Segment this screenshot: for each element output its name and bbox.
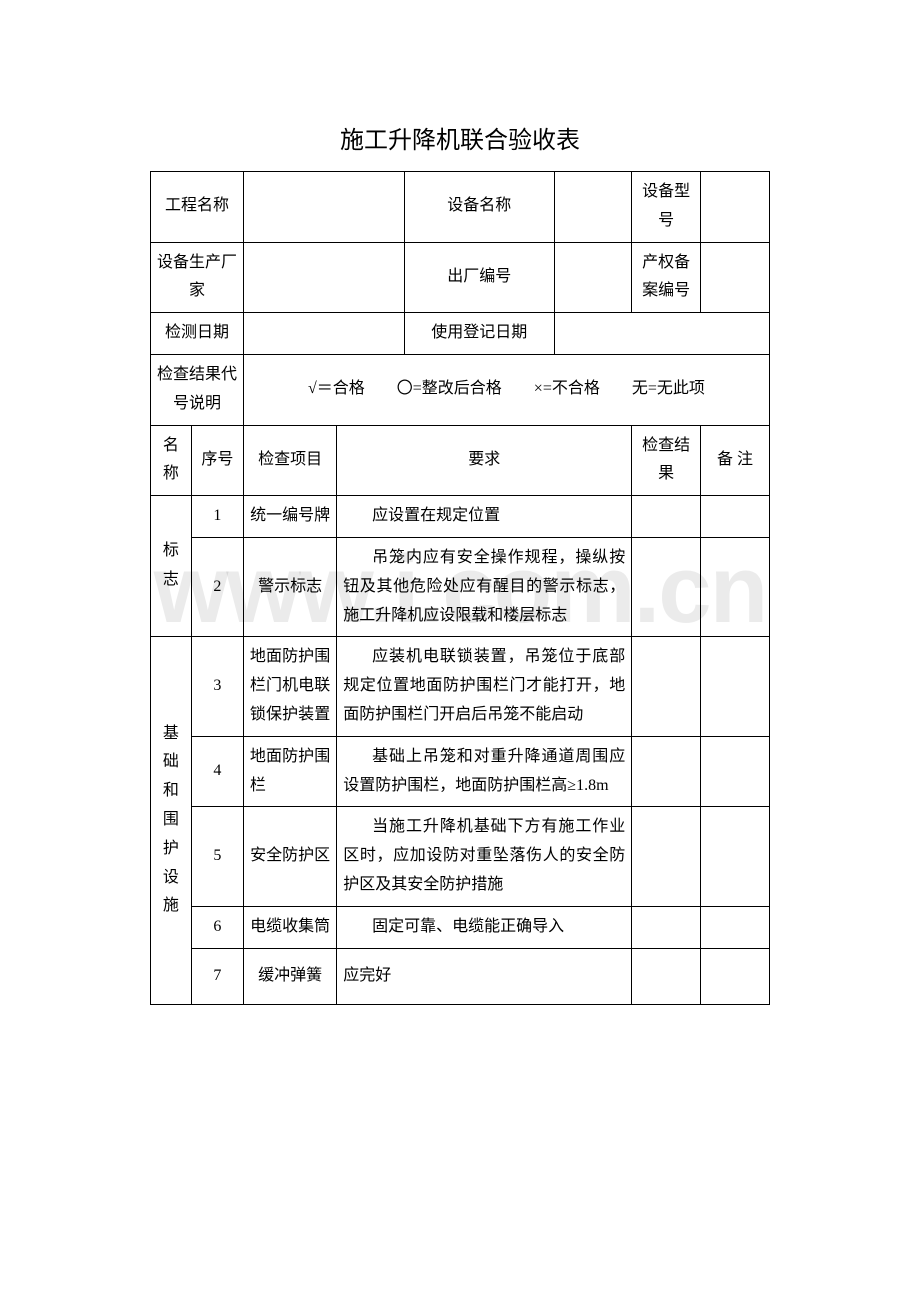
table-row: 7 缓冲弹簧 应完好 [151, 948, 770, 1004]
table-header-row: 名称 序号 检查项目 要求 检查结果 备 注 [151, 425, 770, 496]
value-record-no [701, 242, 770, 313]
value-project-name [243, 172, 404, 243]
page-title: 施工升降机联合验收表 [150, 120, 770, 155]
label-legend: 检查结果代号说明 [151, 354, 244, 425]
remark-cell [701, 807, 770, 906]
table-row: 4 地面防护围栏 基础上吊笼和对重升降通道周围应设置防护围栏，地面防护围栏高≥1… [151, 736, 770, 807]
item-cell: 统一编号牌 [243, 496, 336, 538]
result-cell [632, 948, 701, 1004]
legend-text: √＝合格 〇=整改后合格 ×=不合格 无=无此项 [243, 354, 769, 425]
seq-cell: 3 [191, 637, 243, 736]
label-equip-name: 设备名称 [404, 172, 554, 243]
value-test-date [243, 313, 404, 355]
result-cell [632, 906, 701, 948]
req-cell: 基础上吊笼和对重升降通道周围应设置防护围栏，地面防护围栏高≥1.8m [337, 736, 632, 807]
label-record-no: 产权备案编号 [632, 242, 701, 313]
table-row: 检测日期 使用登记日期 [151, 313, 770, 355]
seq-cell: 7 [191, 948, 243, 1004]
seq-cell: 6 [191, 906, 243, 948]
item-cell: 地面防护围栏门机电联锁保护装置 [243, 637, 336, 736]
value-equip-model [701, 172, 770, 243]
result-cell [632, 537, 701, 636]
req-cell: 应设置在规定位置 [337, 496, 632, 538]
req-cell: 应完好 [337, 948, 632, 1004]
table-row: 检查结果代号说明 √＝合格 〇=整改后合格 ×=不合格 无=无此项 [151, 354, 770, 425]
item-cell: 电缆收集筒 [243, 906, 336, 948]
table-row: 基础和围护设施 3 地面防护围栏门机电联锁保护装置 应装机电联锁装置，吊笼位于底… [151, 637, 770, 736]
req-cell: 固定可靠、电缆能正确导入 [337, 906, 632, 948]
table-row: 工程名称 设备名称 设备型号 [151, 172, 770, 243]
req-cell: 应装机电联锁装置，吊笼位于底部规定位置地面防护围栏门才能打开，地面防护围栏门开启… [337, 637, 632, 736]
col-item: 检查项目 [243, 425, 336, 496]
table-row: 6 电缆收集筒 固定可靠、电缆能正确导入 [151, 906, 770, 948]
seq-cell: 2 [191, 537, 243, 636]
remark-cell [701, 637, 770, 736]
col-remark: 备 注 [701, 425, 770, 496]
result-cell [632, 807, 701, 906]
table-row: 标志 1 统一编号牌 应设置在规定位置 [151, 496, 770, 538]
result-cell [632, 637, 701, 736]
inspection-table: 工程名称 设备名称 设备型号 设备生产厂家 出厂编号 产权备案编号 检测日期 使… [150, 171, 770, 1005]
seq-cell: 4 [191, 736, 243, 807]
value-reg-date [554, 313, 769, 355]
remark-cell [701, 948, 770, 1004]
table-row: 5 安全防护区 当施工升降机基础下方有施工作业区时，应加设防对重坠落伤人的安全防… [151, 807, 770, 906]
label-manufacturer: 设备生产厂家 [151, 242, 244, 313]
value-manufacturer [243, 242, 404, 313]
value-factory-no [554, 242, 632, 313]
result-cell [632, 736, 701, 807]
col-name: 名称 [151, 425, 192, 496]
remark-cell [701, 736, 770, 807]
remark-cell [701, 496, 770, 538]
item-cell: 缓冲弹簧 [243, 948, 336, 1004]
label-equip-model: 设备型号 [632, 172, 701, 243]
value-equip-name [554, 172, 632, 243]
result-cell [632, 496, 701, 538]
section-name: 基础和围护设施 [151, 637, 192, 1004]
table-row: 2 警示标志 吊笼内应有安全操作规程，操纵按钮及其他危险处应有醒目的警示标志，施… [151, 537, 770, 636]
label-test-date: 检测日期 [151, 313, 244, 355]
label-factory-no: 出厂编号 [404, 242, 554, 313]
req-cell: 吊笼内应有安全操作规程，操纵按钮及其他危险处应有醒目的警示标志，施工升降机应设限… [337, 537, 632, 636]
item-cell: 安全防护区 [243, 807, 336, 906]
col-req: 要求 [337, 425, 632, 496]
section-name: 标志 [151, 496, 192, 637]
label-project-name: 工程名称 [151, 172, 244, 243]
item-cell: 警示标志 [243, 537, 336, 636]
item-cell: 地面防护围栏 [243, 736, 336, 807]
remark-cell [701, 537, 770, 636]
col-seq: 序号 [191, 425, 243, 496]
seq-cell: 1 [191, 496, 243, 538]
seq-cell: 5 [191, 807, 243, 906]
remark-cell [701, 906, 770, 948]
table-row: 设备生产厂家 出厂编号 产权备案编号 [151, 242, 770, 313]
label-reg-date: 使用登记日期 [404, 313, 554, 355]
req-cell: 当施工升降机基础下方有施工作业区时，应加设防对重坠落伤人的安全防护区及其安全防护… [337, 807, 632, 906]
col-result: 检查结果 [632, 425, 701, 496]
